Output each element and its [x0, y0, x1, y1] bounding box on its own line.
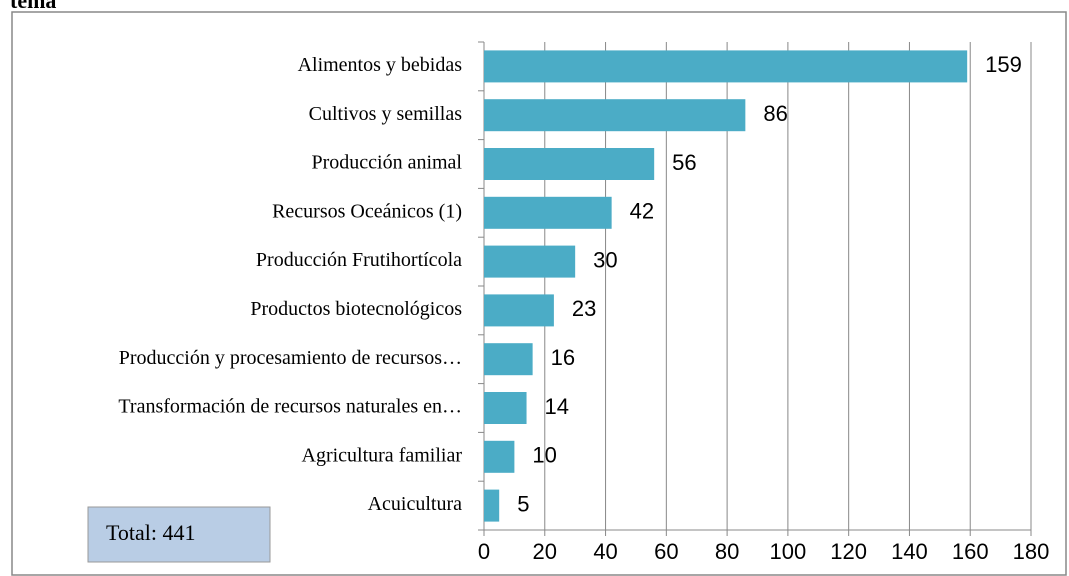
x-tick-label: 100	[770, 539, 807, 564]
bar	[484, 392, 527, 424]
data-label: 56	[672, 150, 696, 175]
y-tick-label: Producción Frutihortícola	[256, 249, 462, 271]
bar	[484, 440, 515, 473]
x-tick-label: 0	[478, 539, 490, 564]
y-tick-label: Agricultura familiar	[302, 444, 463, 466]
y-tick-label: Acuicultura	[368, 493, 463, 515]
bar	[484, 148, 655, 180]
data-label: 16	[551, 345, 575, 370]
y-tick-label: Alimentos y bebidas	[298, 54, 463, 76]
total-box	[87, 506, 271, 563]
chart-border	[11, 11, 1067, 576]
x-tick-label: 160	[952, 539, 989, 564]
data-label: 159	[985, 52, 1022, 77]
y-tick-label: Productos biotecnológicos	[250, 298, 462, 320]
x-tick-label: 180	[1013, 539, 1050, 564]
bar	[484, 489, 500, 522]
data-label: 30	[593, 247, 617, 272]
x-tick-label: 80	[715, 539, 739, 564]
y-tick-label: Recursos Oceánicos (1)	[272, 200, 462, 222]
x-tick-label: 40	[593, 539, 617, 564]
bar	[484, 294, 554, 327]
bar	[484, 245, 576, 278]
chart-title: tema	[10, 0, 56, 13]
bar	[484, 343, 533, 376]
y-tick-label: Transformación de recursos naturales en…	[118, 396, 462, 418]
y-tick-label: Producción animal	[311, 152, 462, 174]
x-tick-label: 140	[891, 539, 928, 564]
data-label: 5	[517, 491, 529, 516]
y-tick-label: Producción y procesamiento de recursos…	[119, 347, 462, 369]
bar	[484, 99, 746, 132]
data-label: 23	[572, 296, 596, 321]
y-tick-label: Cultivos y semillas	[309, 103, 463, 125]
x-tick-label: 120	[830, 539, 867, 564]
data-label: 42	[630, 199, 654, 224]
data-label: 10	[532, 443, 556, 468]
data-label: 14	[545, 394, 569, 419]
bar	[484, 50, 968, 83]
x-tick-label: 20	[533, 539, 557, 564]
x-tick-label: 60	[654, 539, 678, 564]
data-label: 86	[763, 101, 787, 126]
bar	[484, 196, 612, 229]
total-annotation: Total: 441	[106, 520, 196, 545]
